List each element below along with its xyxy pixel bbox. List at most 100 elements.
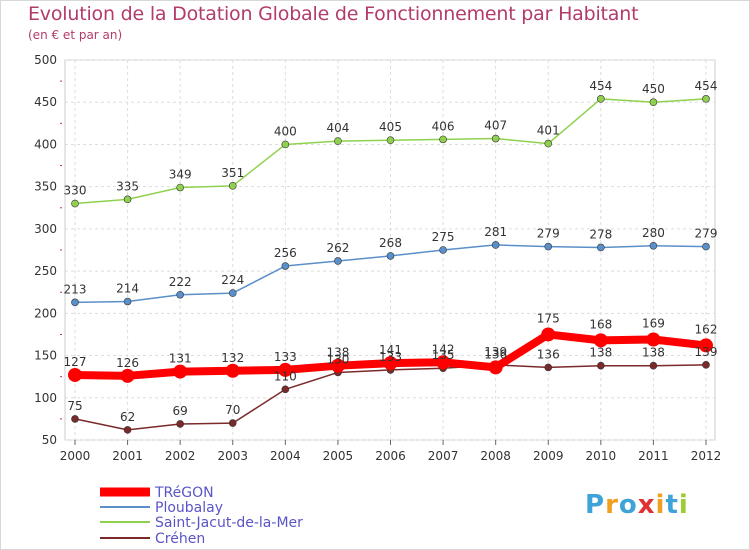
y-tick-label: 450 xyxy=(34,95,57,109)
data-point xyxy=(702,95,710,103)
y-tick-label: 150 xyxy=(34,349,57,363)
data-label: 131 xyxy=(169,352,192,366)
data-point xyxy=(544,242,553,251)
x-tick-label: 2002 xyxy=(165,449,196,463)
x-tick-label: 2011 xyxy=(638,449,669,463)
data-label: 138 xyxy=(642,346,665,360)
y-tick-label: 100 xyxy=(34,391,57,405)
data-label: 127 xyxy=(64,355,87,369)
data-label: 136 xyxy=(537,347,560,361)
data-label: 401 xyxy=(537,124,560,138)
data-point xyxy=(334,257,342,265)
data-point xyxy=(330,358,345,373)
data-point xyxy=(228,419,237,427)
data-point xyxy=(544,139,553,148)
legend-item: Saint-Jacut-de-la-Mer xyxy=(100,515,303,531)
y-tick-label: 50 xyxy=(42,433,57,447)
data-label: 175 xyxy=(537,311,560,325)
logo-letter: t xyxy=(665,490,679,520)
legend-label: Créhen xyxy=(155,531,205,547)
data-labels: 127 126 131 132 133 138 141 142 136 175 168 169 162 2… xyxy=(64,79,718,424)
x-tick-label: 2012 xyxy=(691,449,722,463)
data-point xyxy=(491,134,500,143)
logo-letter: x xyxy=(637,490,656,520)
logo-letter: r xyxy=(605,490,619,520)
data-point xyxy=(281,262,290,270)
data-point xyxy=(176,183,184,192)
data-point xyxy=(68,367,82,382)
x-tick-label: 2005 xyxy=(323,449,354,463)
data-point xyxy=(699,338,713,353)
data-point xyxy=(228,289,237,297)
data-point xyxy=(491,241,500,249)
legend: TRéGONPloubalaySaint-Jacut-de-la-MerCréh… xyxy=(100,485,303,547)
y-tick-label: 500 xyxy=(34,53,57,67)
chart-title: Evolution de la Dotation Globale de Fonc… xyxy=(28,3,639,25)
data-label: 405 xyxy=(379,120,402,134)
data-label: 222 xyxy=(169,275,192,289)
data-point xyxy=(646,332,661,347)
data-point xyxy=(544,363,553,372)
grid xyxy=(64,59,716,441)
data-label: 275 xyxy=(432,230,455,244)
data-label: 279 xyxy=(537,227,560,241)
data-point xyxy=(71,199,79,208)
data-point xyxy=(281,140,290,149)
data-point xyxy=(541,327,556,342)
data-label: 169 xyxy=(642,317,665,331)
data-label: 75 xyxy=(67,399,82,413)
data-label: 141 xyxy=(379,343,402,357)
x-tick-label: 2007 xyxy=(428,449,459,463)
data-label: 168 xyxy=(589,317,612,331)
data-label: 262 xyxy=(326,241,349,255)
data-label: 454 xyxy=(695,79,718,93)
data-label: 351 xyxy=(221,166,244,180)
data-point xyxy=(597,95,605,103)
data-label: 126 xyxy=(116,356,139,370)
data-point xyxy=(334,137,342,145)
data-label: 162 xyxy=(695,322,718,336)
y-tick-label: 400 xyxy=(34,137,57,151)
legend-label: Saint-Jacut-de-la-Mer xyxy=(155,515,303,531)
data-point xyxy=(228,182,237,190)
data-label: 110 xyxy=(274,369,297,383)
data-label: 279 xyxy=(695,227,718,241)
y-tick-label: 300 xyxy=(34,222,57,236)
data-point xyxy=(281,385,290,394)
logo-letter: o xyxy=(618,490,638,520)
data-label: 70 xyxy=(225,403,240,417)
data-point xyxy=(71,298,79,307)
data-label: 142 xyxy=(432,342,455,356)
data-point xyxy=(597,243,605,252)
proxiti-logo: Proxiti xyxy=(585,490,689,520)
data-label: 450 xyxy=(642,82,665,96)
data-label: 400 xyxy=(274,124,297,138)
series-group xyxy=(68,95,713,434)
data-point xyxy=(702,361,710,369)
x-tick-label: 2008 xyxy=(480,449,511,463)
data-point xyxy=(120,368,135,383)
data-label: 280 xyxy=(642,226,665,240)
data-point xyxy=(593,333,608,348)
data-point xyxy=(123,426,132,434)
data-label: 213 xyxy=(64,282,87,296)
x-tick-label: 2000 xyxy=(60,449,91,463)
data-point xyxy=(488,360,503,375)
data-point xyxy=(436,355,451,370)
data-point xyxy=(71,415,79,423)
data-label: 62 xyxy=(120,410,135,424)
data-point xyxy=(123,195,132,204)
data-label: 349 xyxy=(169,168,192,182)
data-label: 281 xyxy=(484,225,507,239)
y-tick-label: 350 xyxy=(34,180,57,194)
x-tick-label: 2001 xyxy=(112,449,143,463)
data-label: 133 xyxy=(379,350,402,364)
data-label: 69 xyxy=(173,404,188,418)
data-label: 130 xyxy=(326,352,349,366)
legend-item: Créhen xyxy=(100,531,205,547)
legend-item: TRéGON xyxy=(100,485,214,501)
data-point xyxy=(176,420,184,428)
data-point xyxy=(225,363,240,378)
